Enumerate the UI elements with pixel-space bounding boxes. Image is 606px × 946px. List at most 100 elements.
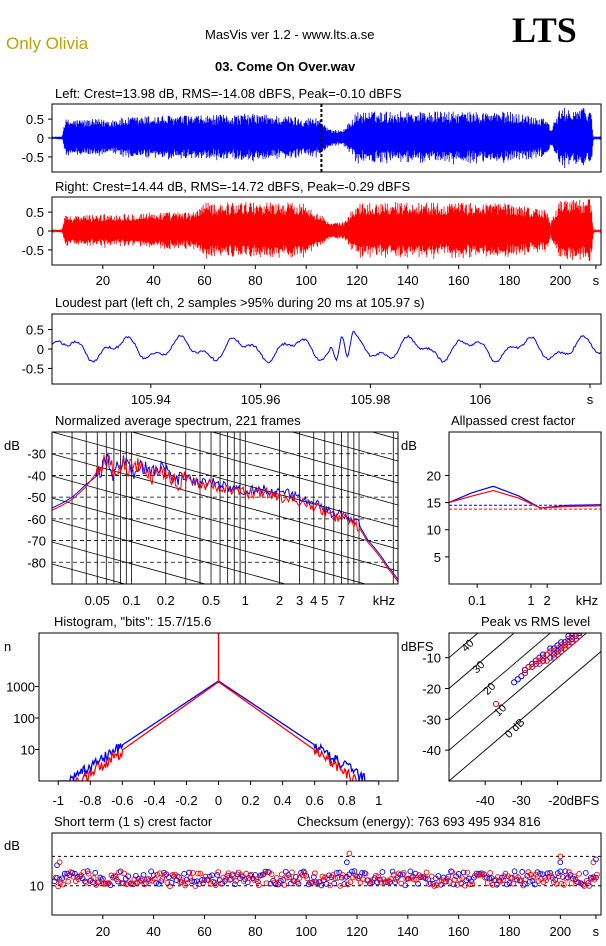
stc-point-right (449, 869, 455, 875)
pvr-point-left (547, 654, 554, 661)
xtick-label: 0.2 (242, 793, 260, 808)
stc-point-right (517, 877, 524, 884)
stc-point-right (487, 869, 494, 876)
stc-point-left (206, 873, 213, 880)
stc-point-right (113, 876, 120, 883)
pvr-point-left (558, 639, 565, 646)
crest-line (449, 650, 601, 781)
xtick-label: 2 (544, 593, 551, 608)
stc-point-right (85, 870, 92, 877)
stc-ylabel: dB (4, 838, 20, 853)
slope-line (210, 432, 398, 484)
pvr-title: Peak vs RMS level (481, 614, 590, 629)
xtick-label: -0.6 (111, 793, 133, 808)
crest-line (449, 633, 515, 690)
xtick-label: 7 (338, 593, 345, 608)
stc-point-right (390, 871, 397, 878)
xtick-label: 60 (197, 273, 211, 288)
pvr-point-right (539, 654, 547, 661)
stc-point-right (205, 876, 211, 883)
stc-point-right (75, 876, 82, 882)
stc-point-right (83, 879, 89, 886)
pvr-point-right (543, 651, 550, 658)
xtick-label: 140 (397, 924, 419, 939)
pvr-point-left (511, 679, 518, 686)
stc-point-right (248, 871, 255, 878)
stc-point-right (332, 875, 338, 882)
stc-point-left (257, 872, 264, 879)
stc-outlier-left (557, 859, 564, 866)
stc-point-left (61, 870, 68, 877)
ytick-label: 10 (30, 879, 44, 894)
pvr-point-left (536, 654, 543, 661)
stc-point-right (489, 882, 496, 888)
stc-point-right (500, 877, 506, 884)
slope-line (52, 541, 207, 584)
stc-point-right (52, 874, 59, 881)
stc-point-left (181, 870, 188, 877)
pvr-point-left (539, 651, 547, 658)
stc-point-right (342, 874, 349, 881)
pvr-point-left (521, 666, 529, 674)
pvr-point-right (565, 642, 572, 649)
crest-line (449, 633, 479, 659)
stc-point-right (467, 881, 473, 888)
stc-point-right (510, 880, 516, 887)
stc-point-right (428, 873, 435, 880)
stc-outlier-right (56, 859, 63, 866)
stc-point-right (174, 873, 181, 880)
pvr-point-right (558, 648, 565, 655)
stc-point-right (406, 875, 412, 882)
plot-frame (51, 196, 602, 266)
ytick-label: -0.5 (22, 243, 44, 258)
loudest-part: Loudest part (left ch, 2 samples >95% du… (22, 295, 601, 407)
stc-point-right (291, 878, 298, 885)
xtick-label: 20 (96, 273, 110, 288)
stc-point-left (148, 868, 154, 875)
pvr-point-right (529, 663, 536, 671)
xtick-label: 180 (499, 273, 521, 288)
xtick-label: 106 (469, 392, 491, 407)
ytick-label: 10 (427, 523, 441, 538)
stc-point-right (121, 870, 128, 877)
ytick-label: 100 (13, 711, 35, 726)
stc-point-right (187, 875, 194, 881)
pvr-point-left (532, 660, 539, 667)
stc-point-right (62, 873, 69, 880)
pvr-point-right (547, 648, 554, 655)
stc-point-right (286, 874, 293, 881)
stc-point-right (571, 873, 577, 880)
ytick-label: -0.5 (22, 361, 44, 376)
pvr-point-left (561, 639, 568, 646)
waveform-trace (52, 199, 601, 262)
crest-title: Allpassed crest factor (451, 413, 576, 428)
stc-point-left (455, 871, 462, 877)
stc-point-right (159, 875, 166, 882)
xtick-label: 160 (448, 924, 470, 939)
stc-point-right (494, 874, 501, 880)
stc-point-left (537, 870, 543, 877)
file-name: 03. Come On Over.wav (215, 59, 356, 74)
pvr-point-right (550, 648, 558, 655)
xtick-label: 120 (346, 924, 368, 939)
stc-point-right (591, 876, 598, 883)
pvr-point-left (539, 657, 547, 664)
stc-point-right (67, 869, 74, 875)
stc-point-right (548, 872, 555, 879)
pvr-point-right (561, 642, 568, 649)
pvr-point-left (550, 645, 558, 652)
stc-point-right (278, 871, 285, 878)
stc-point-right (454, 882, 460, 888)
stc-point-left (392, 879, 398, 886)
pvr-point-right (558, 642, 565, 649)
stc-point-left (318, 882, 325, 889)
stc-point-left (529, 877, 536, 884)
ytick-label: 0.5 (26, 205, 44, 220)
xtick-label: -0.4 (143, 793, 165, 808)
artist-name: Only Olivia (6, 34, 89, 53)
stc-point-right (146, 877, 153, 884)
pvr-point-right (536, 660, 543, 667)
stc-point-right (423, 869, 430, 876)
pvr-point-right (550, 654, 558, 661)
